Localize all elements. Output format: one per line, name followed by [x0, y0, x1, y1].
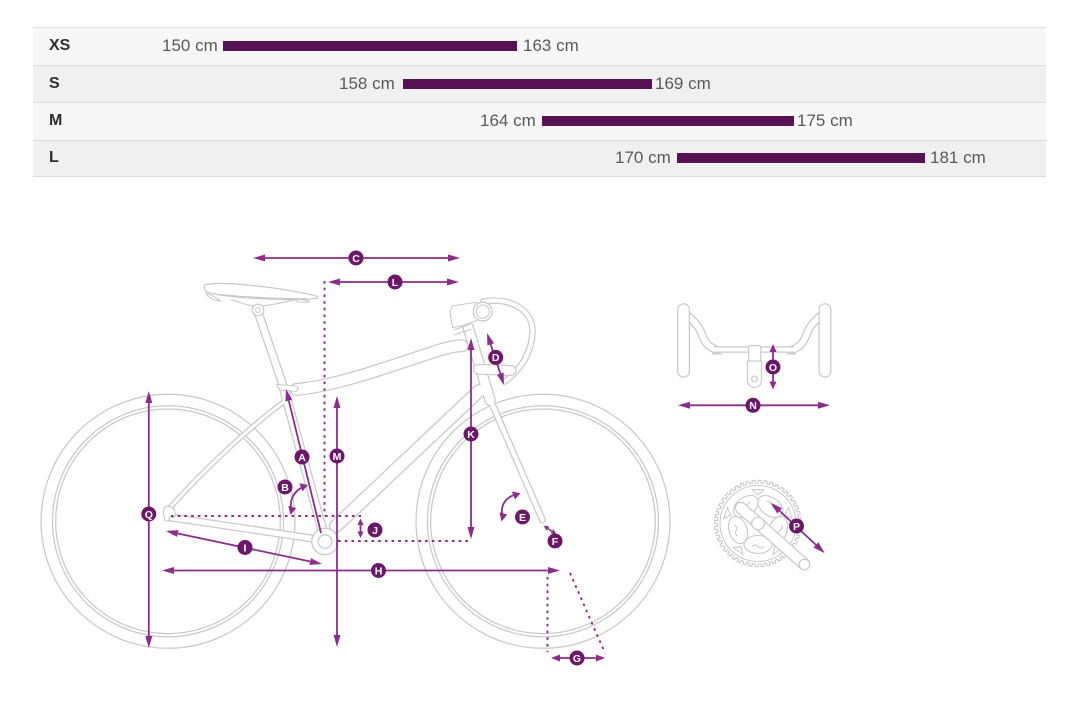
svg-text:K: K: [467, 429, 475, 441]
svg-text:H: H: [375, 565, 383, 577]
svg-text:N: N: [749, 400, 757, 412]
svg-text:J: J: [372, 525, 378, 537]
svg-text:P: P: [793, 521, 800, 533]
svg-text:C: C: [352, 253, 360, 265]
svg-text:I: I: [244, 542, 247, 554]
svg-text:F: F: [552, 536, 559, 548]
svg-text:A: A: [298, 452, 306, 464]
svg-text:L: L: [392, 277, 399, 289]
svg-text:G: G: [573, 653, 581, 665]
svg-text:D: D: [492, 352, 500, 364]
svg-text:Q: Q: [145, 509, 153, 521]
svg-text:M: M: [333, 451, 342, 463]
svg-text:B: B: [281, 482, 289, 494]
svg-text:E: E: [519, 512, 526, 524]
svg-text:O: O: [769, 362, 777, 374]
